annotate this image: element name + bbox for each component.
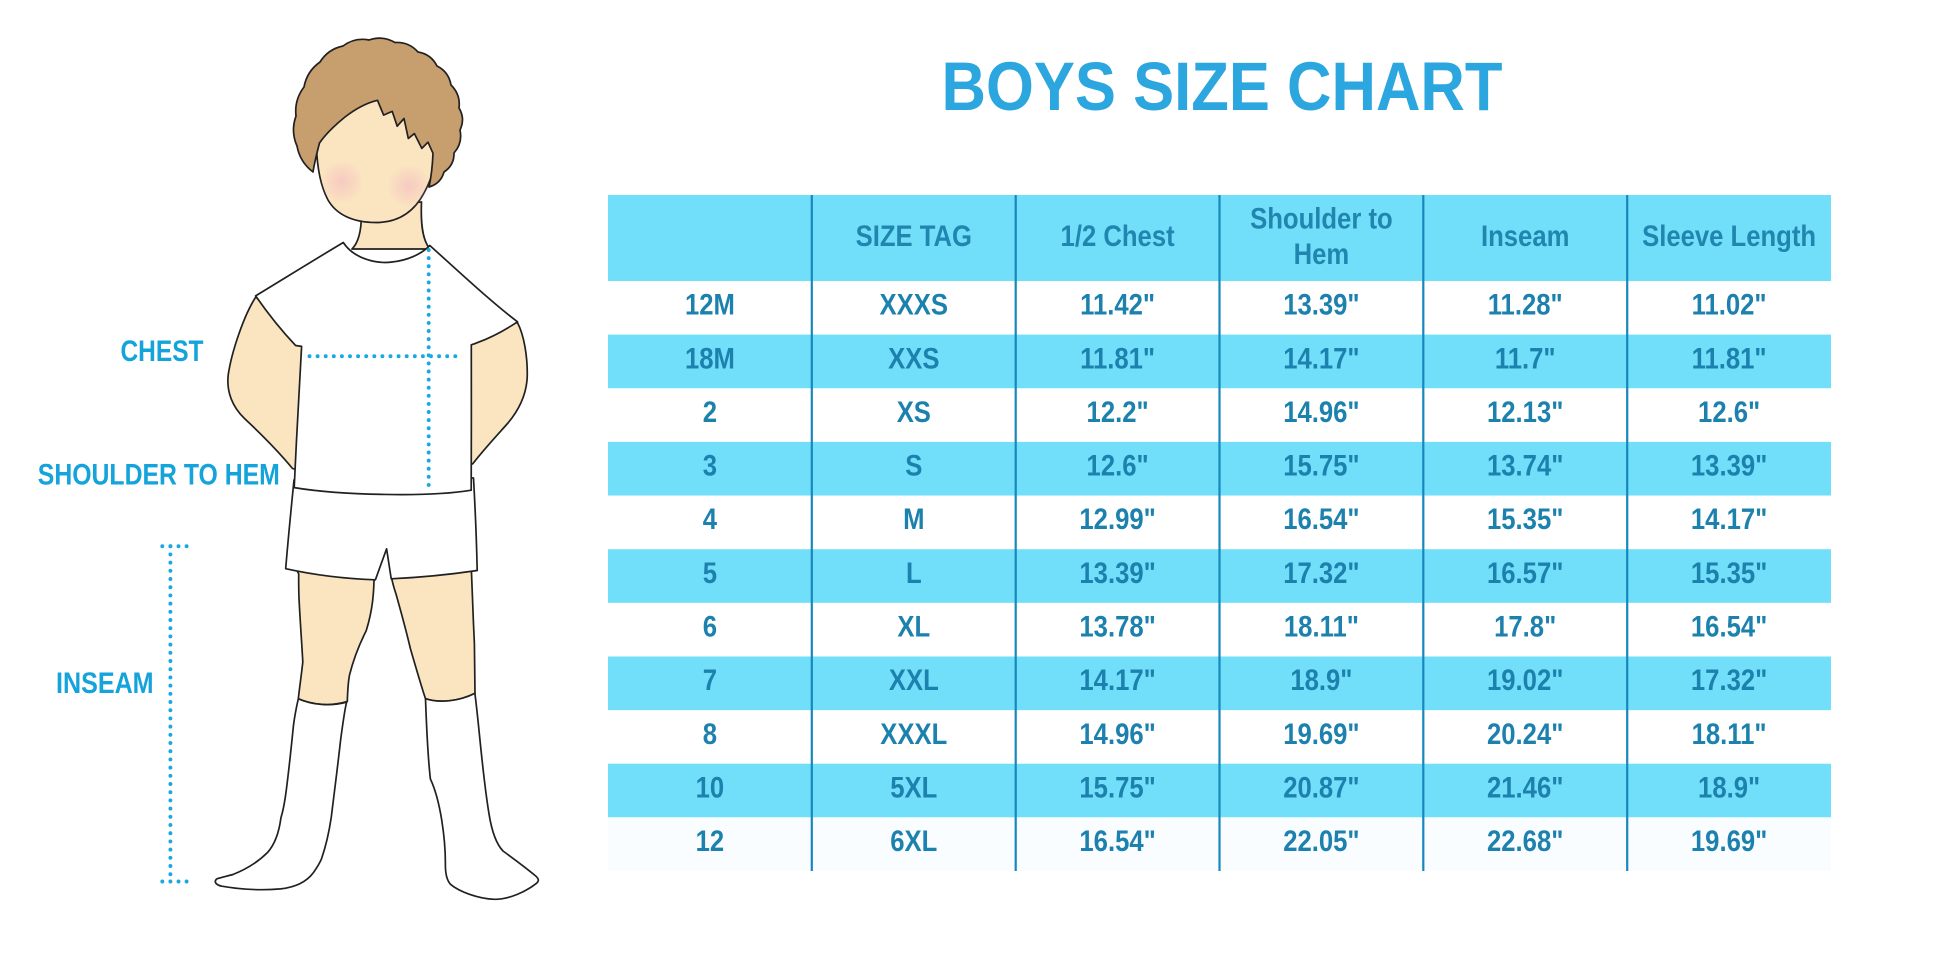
- svg-text:14.96": 14.96": [1079, 718, 1155, 751]
- svg-text:5: 5: [703, 557, 717, 590]
- svg-text:1/2 Chest: 1/2 Chest: [1061, 220, 1175, 253]
- svg-text:16.57": 16.57": [1487, 557, 1563, 590]
- svg-text:Shoulder to: Shoulder to: [1250, 203, 1393, 236]
- svg-text:15.75": 15.75": [1283, 450, 1359, 483]
- svg-text:S: S: [905, 450, 922, 483]
- svg-text:14.17": 14.17": [1079, 664, 1155, 697]
- svg-text:Inseam: Inseam: [1481, 220, 1570, 253]
- svg-text:11.28": 11.28": [1488, 289, 1563, 322]
- svg-text:11.81": 11.81": [1692, 342, 1767, 375]
- svg-text:12: 12: [696, 825, 725, 858]
- svg-text:19.69": 19.69": [1283, 718, 1359, 751]
- svg-text:L: L: [906, 557, 922, 590]
- svg-text:Hem: Hem: [1294, 238, 1350, 271]
- svg-text:18.9": 18.9": [1698, 771, 1760, 804]
- svg-text:22.68": 22.68": [1487, 825, 1563, 858]
- svg-text:16.54": 16.54": [1079, 825, 1155, 858]
- svg-text:17.8": 17.8": [1494, 611, 1556, 644]
- svg-text:20.87": 20.87": [1283, 771, 1359, 804]
- svg-text:3: 3: [703, 450, 717, 483]
- svg-text:19.69": 19.69": [1691, 825, 1767, 858]
- svg-text:7: 7: [703, 664, 717, 697]
- svg-text:16.54": 16.54": [1283, 503, 1359, 536]
- svg-text:12.6": 12.6": [1087, 450, 1149, 483]
- svg-text:SHOULDER TO HEM: SHOULDER TO HEM: [38, 458, 280, 491]
- svg-text:17.32": 17.32": [1283, 557, 1359, 590]
- svg-text:15.75": 15.75": [1079, 771, 1155, 804]
- svg-text:10: 10: [696, 771, 725, 804]
- svg-text:13.39": 13.39": [1283, 289, 1359, 322]
- svg-text:11.7": 11.7": [1495, 342, 1556, 375]
- svg-text:M: M: [903, 503, 924, 536]
- svg-text:12M: 12M: [685, 289, 735, 322]
- svg-text:12.2": 12.2": [1087, 396, 1149, 429]
- svg-text:BOYS SIZE CHART: BOYS SIZE CHART: [942, 48, 1503, 125]
- svg-text:2: 2: [703, 396, 717, 429]
- svg-text:11.42": 11.42": [1080, 289, 1155, 322]
- svg-text:5XL: 5XL: [890, 771, 937, 804]
- svg-text:6: 6: [703, 611, 717, 644]
- svg-text:Sleeve Length: Sleeve Length: [1642, 220, 1816, 253]
- svg-text:4: 4: [703, 503, 718, 536]
- svg-text:13.78": 13.78": [1079, 611, 1155, 644]
- svg-text:XXXL: XXXL: [880, 718, 947, 751]
- svg-text:SIZE TAG: SIZE TAG: [856, 220, 972, 253]
- svg-text:18.9": 18.9": [1290, 664, 1352, 697]
- svg-text:XXL: XXL: [889, 664, 939, 697]
- svg-text:12.13": 12.13": [1487, 396, 1563, 429]
- svg-text:21.46": 21.46": [1487, 771, 1563, 804]
- svg-text:11.81": 11.81": [1080, 342, 1155, 375]
- svg-text:12.99": 12.99": [1079, 503, 1155, 536]
- svg-text:19.02": 19.02": [1487, 664, 1563, 697]
- svg-text:CHEST: CHEST: [121, 335, 204, 368]
- svg-text:13.74": 13.74": [1487, 450, 1563, 483]
- svg-text:XXXS: XXXS: [880, 289, 949, 322]
- svg-text:18.11": 18.11": [1692, 718, 1767, 751]
- svg-text:12.6": 12.6": [1698, 396, 1760, 429]
- svg-text:20.24": 20.24": [1487, 718, 1563, 751]
- svg-text:15.35": 15.35": [1691, 557, 1767, 590]
- svg-text:14.17": 14.17": [1691, 503, 1767, 536]
- svg-text:8: 8: [703, 718, 717, 751]
- svg-text:22.05": 22.05": [1283, 825, 1359, 858]
- svg-text:13.39": 13.39": [1691, 450, 1767, 483]
- svg-text:INSEAM: INSEAM: [56, 667, 154, 700]
- svg-text:16.54": 16.54": [1691, 611, 1767, 644]
- svg-text:13.39": 13.39": [1079, 557, 1155, 590]
- svg-text:XL: XL: [897, 611, 930, 644]
- svg-text:15.35": 15.35": [1487, 503, 1563, 536]
- svg-text:17.32": 17.32": [1691, 664, 1767, 697]
- svg-text:14.17": 14.17": [1283, 342, 1359, 375]
- svg-text:XXS: XXS: [888, 342, 939, 375]
- svg-text:XS: XS: [897, 396, 931, 429]
- svg-text:18M: 18M: [685, 342, 735, 375]
- svg-text:11.02": 11.02": [1692, 289, 1767, 322]
- svg-text:14.96": 14.96": [1283, 396, 1359, 429]
- svg-text:6XL: 6XL: [890, 825, 937, 858]
- svg-text:18.11": 18.11": [1284, 611, 1359, 644]
